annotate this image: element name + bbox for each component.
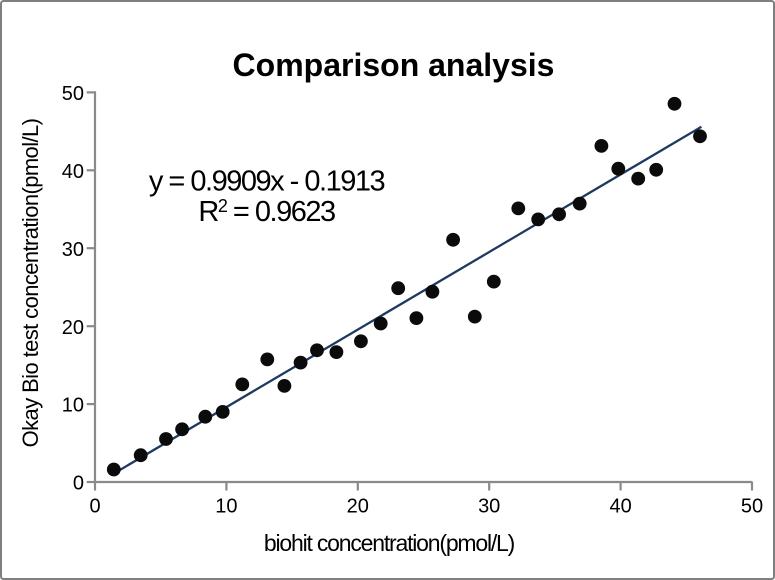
svg-text:R2 = 0.9623: R2 = 0.9623 — [198, 196, 335, 228]
svg-text:Comparison analysis: Comparison analysis — [233, 47, 555, 83]
svg-text:Okay Bio test concentration(pm: Okay Bio test concentration(pmol/L) — [18, 119, 43, 448]
svg-text:10: 10 — [215, 495, 237, 517]
svg-text:20: 20 — [347, 495, 369, 517]
svg-text:30: 30 — [62, 239, 84, 261]
svg-text:10: 10 — [62, 395, 84, 417]
svg-text:0: 0 — [89, 495, 100, 517]
svg-text:20: 20 — [62, 317, 84, 339]
svg-text:y = 0.9909x - 0.1913: y = 0.9909x - 0.1913 — [149, 166, 385, 198]
svg-text:biohit concentration(pmol/L): biohit concentration(pmol/L) — [264, 530, 515, 556]
svg-text:50: 50 — [741, 495, 763, 517]
svg-text:30: 30 — [478, 495, 500, 517]
svg-text:40: 40 — [609, 495, 631, 517]
svg-text:0: 0 — [73, 473, 84, 495]
svg-text:50: 50 — [62, 83, 84, 105]
svg-text:40: 40 — [62, 161, 84, 183]
